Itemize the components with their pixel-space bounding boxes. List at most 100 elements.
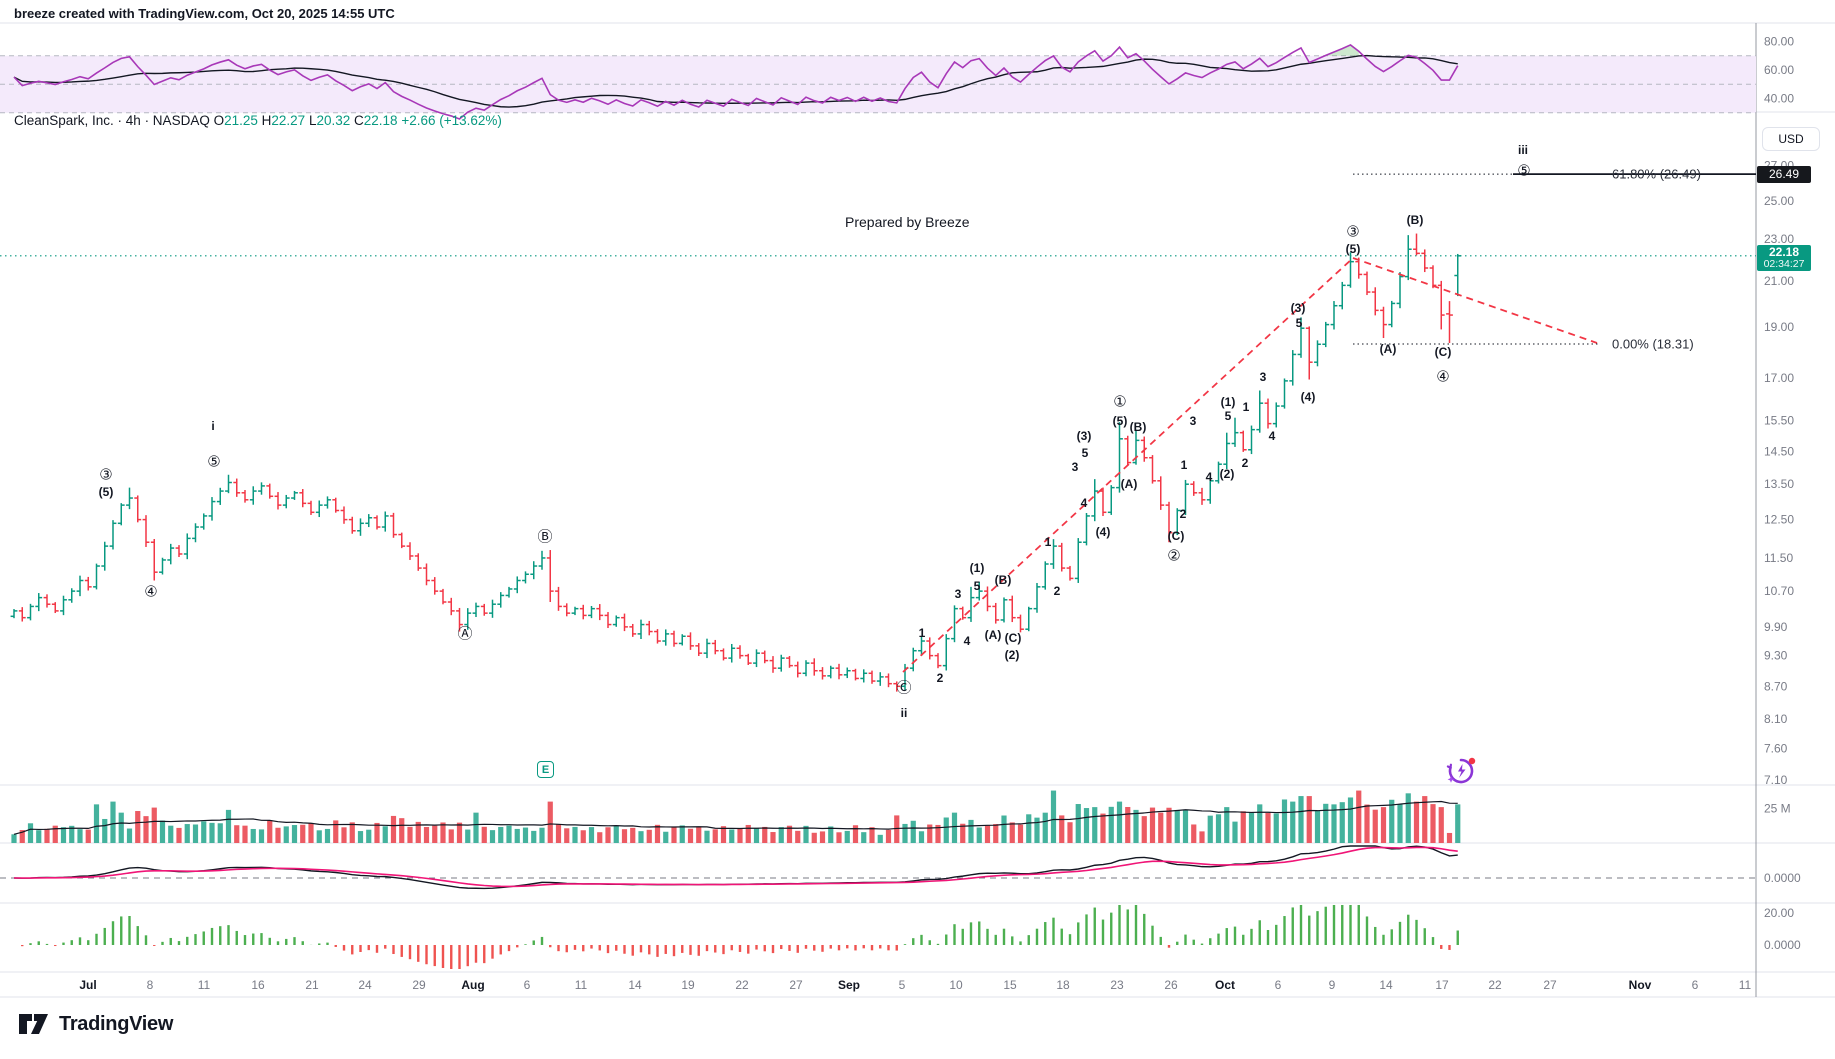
- elliott-wave-label[interactable]: (1): [1220, 395, 1236, 409]
- elliott-wave-label[interactable]: 1: [1242, 400, 1250, 414]
- svg-text:16: 16: [251, 978, 265, 992]
- elliott-wave-label[interactable]: ②: [1167, 547, 1181, 565]
- symbol-title: CleanSpark, Inc. · 4h · NASDAQ: [14, 113, 210, 128]
- svg-text:8.70: 8.70: [1764, 679, 1788, 693]
- elliott-wave-label[interactable]: 4: [963, 634, 971, 648]
- svg-text:20.00: 20.00: [1764, 906, 1794, 920]
- earnings-event-icon[interactable]: E: [537, 761, 554, 778]
- elliott-wave-label[interactable]: (A): [1120, 477, 1138, 491]
- svg-text:15: 15: [1003, 978, 1017, 992]
- symbol-quote-row[interactable]: CleanSpark, Inc. · 4h · NASDAQ O21.25 H2…: [14, 113, 502, 128]
- svg-text:11: 11: [198, 978, 211, 992]
- elliott-wave-label[interactable]: (B): [994, 573, 1012, 587]
- elliott-wave-label[interactable]: 5: [973, 579, 981, 593]
- elliott-wave-label[interactable]: 5: [1224, 409, 1232, 423]
- elliott-wave-label[interactable]: 2: [936, 671, 944, 685]
- ohlc-value: 22.18: [363, 113, 398, 128]
- svg-text:22: 22: [1488, 978, 1502, 992]
- elliott-wave-label[interactable]: 5: [1081, 446, 1089, 460]
- elliott-wave-label[interactable]: 1: [1044, 535, 1052, 549]
- elliott-wave-label[interactable]: (B): [1129, 420, 1147, 434]
- elliott-wave-label[interactable]: 4: [1205, 470, 1213, 484]
- fib-target-price-label: 26.49: [1757, 166, 1811, 183]
- svg-text:Jul: Jul: [79, 978, 96, 992]
- elliott-wave-label[interactable]: 5: [1295, 316, 1303, 330]
- elliott-wave-label[interactable]: (4): [1095, 525, 1111, 539]
- elliott-wave-label[interactable]: 3: [1071, 460, 1079, 474]
- elliott-wave-label[interactable]: 2: [1241, 456, 1249, 470]
- elliott-wave-label[interactable]: (C): [1434, 345, 1452, 359]
- svg-text:8: 8: [147, 978, 154, 992]
- svg-text:10: 10: [949, 978, 963, 992]
- ohlc-key: H: [257, 113, 272, 128]
- elliott-wave-label[interactable]: ③: [99, 466, 113, 484]
- prepared-by-watermark: Prepared by Breeze: [845, 214, 970, 230]
- elliott-wave-label[interactable]: 1: [1180, 458, 1188, 472]
- elliott-wave-label[interactable]: (5): [98, 485, 114, 499]
- elliott-wave-label[interactable]: 2: [1179, 507, 1187, 521]
- svg-text:23.00: 23.00: [1764, 232, 1794, 246]
- ohlc-value: 21.25: [224, 113, 258, 128]
- elliott-wave-label[interactable]: (3): [1076, 429, 1092, 443]
- elliott-wave-label[interactable]: (3): [1290, 301, 1306, 315]
- svg-text:10.70: 10.70: [1764, 584, 1794, 598]
- elliott-wave-label[interactable]: (5): [1112, 414, 1128, 428]
- fib-level-label[interactable]: 61.80% (26.49): [1612, 166, 1701, 182]
- elliott-wave-label[interactable]: 3: [954, 587, 962, 601]
- notification-dot: [1468, 757, 1476, 765]
- elliott-wave-label[interactable]: 2: [1053, 584, 1061, 598]
- elliott-wave-label[interactable]: ③: [1346, 223, 1360, 241]
- elliott-wave-label[interactable]: ④: [1436, 368, 1450, 386]
- fib-level-label[interactable]: 0.00% (18.31): [1612, 336, 1694, 352]
- elliott-wave-label[interactable]: 3: [1189, 414, 1197, 428]
- tradingview-logo[interactable]: TradingView: [18, 1012, 173, 1036]
- svg-text:80.00: 80.00: [1764, 35, 1794, 49]
- elliott-wave-label[interactable]: 1: [918, 626, 926, 640]
- elliott-wave-label[interactable]: 4: [1268, 429, 1276, 443]
- svg-text:25.00: 25.00: [1764, 194, 1794, 208]
- svg-text:0.0000: 0.0000: [1764, 871, 1801, 885]
- svg-text:6: 6: [524, 978, 531, 992]
- elliott-wave-label[interactable]: Ⓐ: [457, 625, 473, 643]
- elliott-wave-label[interactable]: (C): [1004, 631, 1022, 645]
- elliott-wave-label[interactable]: iii: [1517, 143, 1529, 157]
- elliott-wave-label[interactable]: ①: [1113, 393, 1127, 411]
- elliott-wave-label[interactable]: ⑤: [1517, 162, 1531, 180]
- bar-countdown: 02:34:27: [1763, 258, 1805, 270]
- currency-button[interactable]: USD: [1762, 127, 1820, 151]
- elliott-wave-label[interactable]: i: [211, 419, 215, 433]
- elliott-wave-label[interactable]: (2): [1004, 648, 1020, 662]
- elliott-wave-label[interactable]: (4): [1300, 390, 1316, 404]
- elliott-wave-label[interactable]: (C): [1167, 529, 1185, 543]
- elliott-wave-label[interactable]: (5): [1345, 242, 1361, 256]
- svg-text:8.10: 8.10: [1764, 712, 1788, 726]
- svg-text:14.50: 14.50: [1764, 444, 1794, 458]
- svg-text:19: 19: [681, 978, 695, 992]
- svg-text:13.50: 13.50: [1764, 477, 1794, 491]
- svg-text:24: 24: [358, 978, 372, 992]
- svg-text:5: 5: [899, 978, 906, 992]
- svg-text:Oct: Oct: [1215, 978, 1235, 992]
- elliott-wave-label[interactable]: (A): [1379, 342, 1397, 356]
- ohlc-key: C: [350, 113, 364, 128]
- elliott-wave-label[interactable]: ④: [144, 583, 158, 601]
- supercharts-refresh-icon[interactable]: [1445, 755, 1477, 787]
- elliott-wave-label[interactable]: Ⓒ: [896, 679, 912, 697]
- elliott-wave-label[interactable]: ⑤: [207, 453, 221, 471]
- last-price-value: 22.18: [1768, 245, 1800, 259]
- elliott-wave-label[interactable]: ii: [900, 706, 908, 720]
- elliott-wave-label[interactable]: 4: [1080, 496, 1088, 510]
- svg-text:40.00: 40.00: [1764, 92, 1794, 106]
- elliott-wave-label[interactable]: (2): [1219, 467, 1235, 481]
- svg-text:17: 17: [1435, 978, 1449, 992]
- elliott-wave-label[interactable]: (1): [969, 561, 985, 575]
- elliott-wave-label[interactable]: Ⓑ: [537, 528, 553, 546]
- elliott-wave-label[interactable]: (B): [1406, 213, 1424, 227]
- svg-text:0.0000: 0.0000: [1764, 938, 1801, 952]
- elliott-wave-label[interactable]: (A): [984, 628, 1002, 642]
- elliott-wave-label[interactable]: 3: [1259, 370, 1267, 384]
- svg-text:9.30: 9.30: [1764, 649, 1788, 663]
- svg-text:21.00: 21.00: [1764, 274, 1794, 288]
